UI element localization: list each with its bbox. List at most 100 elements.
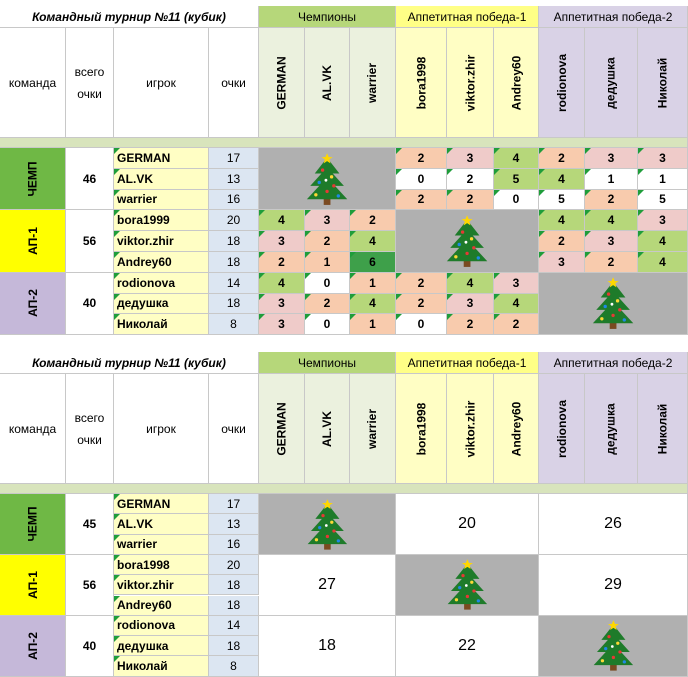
match-score: 5 (494, 168, 539, 190)
team-label-text: ЧЕМП (25, 161, 40, 197)
match-score: 3 (638, 210, 688, 232)
player-col-header: дедушка (585, 374, 638, 484)
match-score-text: 2 (278, 254, 285, 269)
player-col-header-text: Andrey60 (509, 55, 524, 110)
match-score-text: 0 (512, 192, 520, 207)
col-total-header-text: всего очки (74, 410, 105, 447)
player-points-text: 18 (226, 254, 241, 269)
player-col-header-text: viktor.zhir (463, 400, 477, 457)
match-score: 1 (350, 272, 396, 294)
col-team-header-text: команда (8, 75, 57, 90)
team-match-total: 27 (259, 554, 396, 616)
tournament-title-text: Командный турнир №11 (кубик) (32, 355, 226, 370)
player-name-text: дедушка (117, 296, 169, 311)
match-score-text: 4 (278, 275, 285, 290)
match-score-text: 4 (558, 171, 565, 186)
match-score: 3 (259, 314, 305, 336)
col-points-header-text: очки (221, 75, 246, 90)
player-name-text: Andrey60 (117, 598, 172, 613)
player-name-text: viktor.zhir (117, 577, 174, 592)
team-total-text: 46 (82, 171, 97, 186)
player-name-text: warrier (117, 537, 158, 552)
match-score: 0 (305, 314, 350, 336)
match-score-text: 4 (369, 296, 376, 311)
player-col-header: bora1998 (396, 374, 447, 484)
player-name: warrier (114, 534, 209, 555)
player-name-text: bora1999 (117, 213, 170, 228)
player-points: 17 (209, 494, 259, 515)
player-name: дедушка (114, 293, 209, 315)
player-points: 13 (209, 168, 259, 190)
team-total-text: 56 (82, 577, 97, 592)
match-score: 6 (350, 252, 396, 273)
team-match-total-text: 20 (458, 514, 476, 532)
group-ap1-header-text: Аппетитная победа-1 (407, 355, 527, 370)
player-col-header-text: GERMAN (274, 55, 289, 110)
player-col-header-text: rodionova (554, 399, 569, 458)
player-name: Andrey60 (114, 252, 209, 273)
group-ap2-header: Аппетитная победа-2 (539, 6, 688, 28)
christmas-tree-icon (447, 559, 487, 611)
match-score-text: 2 (417, 192, 425, 207)
player-points: 18 (209, 252, 259, 273)
player-name: viktor.zhir (114, 231, 209, 252)
match-score-text: 4 (558, 213, 565, 228)
match-score: 3 (259, 293, 305, 315)
player-col-header-text: дедушка (603, 402, 618, 455)
player-points-text: 8 (230, 317, 237, 332)
match-score: 3 (638, 148, 688, 169)
team-label: АП-1 (0, 210, 66, 273)
match-score-text: 2 (558, 150, 565, 165)
col-player-header-text: игрок (146, 75, 176, 90)
match-score: 0 (494, 189, 539, 211)
tree-block (259, 494, 396, 555)
match-score: 4 (638, 252, 688, 273)
match-score: 4 (638, 231, 688, 252)
player-points-text: 8 (230, 659, 237, 674)
match-score: 3 (585, 231, 638, 252)
match-score: 4 (259, 272, 305, 294)
match-score-text: 2 (323, 296, 331, 311)
match-score: 4 (585, 210, 638, 232)
player-col-header-text: AL.VK (320, 64, 334, 101)
team-label-text: ЧЕМП (25, 506, 40, 542)
player-points-text: 18 (226, 577, 241, 592)
match-score-text: 1 (369, 275, 376, 290)
tree-block (539, 615, 688, 677)
match-score: 2 (396, 293, 447, 315)
player-col-header: AL.VK (305, 374, 350, 484)
player-col-header: Николай (638, 374, 688, 484)
player-col-header-text: AL.VK (320, 410, 334, 447)
player-points: 20 (209, 554, 259, 576)
player-col-header-text: warrier (365, 62, 380, 103)
team-match-total: 26 (539, 494, 688, 555)
match-score: 2 (447, 168, 494, 190)
match-score: 4 (494, 148, 539, 169)
tournament-title: Командный турнир №11 (кубик) (0, 352, 259, 374)
player-name-text: GERMAN (117, 150, 171, 165)
team-label: АП-2 (0, 272, 66, 336)
player-col-header: Andrey60 (494, 374, 539, 484)
team-label-text: АП-1 (25, 227, 40, 255)
tree-block (259, 148, 396, 211)
player-col-header-text: Николай (655, 403, 670, 454)
match-score: 4 (494, 293, 539, 315)
team-label: АП-2 (0, 615, 66, 677)
match-score-text: 2 (466, 317, 474, 332)
player-points: 18 (209, 231, 259, 252)
match-score-text: 6 (369, 254, 376, 269)
match-score-text: 0 (417, 317, 425, 332)
player-points-text: 13 (226, 171, 241, 186)
player-col-header: дедушка (585, 28, 638, 138)
col-player-header: игрок (114, 28, 209, 138)
player-points: 18 (209, 293, 259, 315)
match-score-text: 1 (323, 254, 331, 269)
group-champ-header: Чемпионы (259, 352, 396, 374)
player-col-header: bora1998 (396, 28, 447, 138)
match-score-text: 4 (607, 213, 615, 228)
match-score-text: 3 (466, 296, 474, 311)
player-points-text: 20 (226, 557, 241, 572)
player-name-text: AL.VK (117, 516, 153, 531)
match-score: 4 (259, 210, 305, 232)
team-match-total: 18 (259, 615, 396, 677)
